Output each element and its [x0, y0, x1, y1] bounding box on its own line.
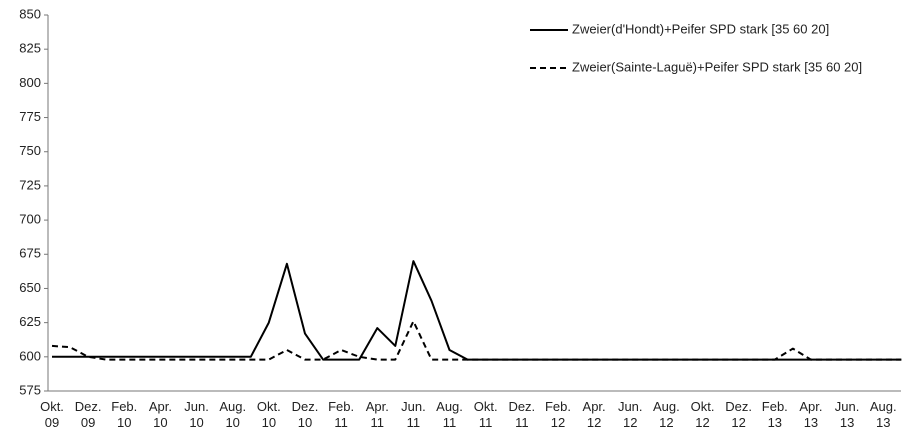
x-tick-label: Feb. 11: [328, 399, 354, 430]
legend-label: Zweier(Sainte-Laguë)+Peifer SPD stark [3…: [572, 59, 862, 74]
y-tick-label: 850: [19, 6, 41, 21]
x-tick-label: Aug. 12: [653, 399, 680, 430]
x-tick-label: Okt. 10: [257, 399, 281, 430]
x-tick-label: Dez. 11: [508, 399, 535, 430]
x-tick-label: Apr. 10: [149, 399, 172, 430]
x-tick-label: Apr. 13: [799, 399, 822, 430]
x-tick-label: Dez. 10: [292, 399, 319, 430]
x-tick-label: Jun. 11: [401, 399, 426, 430]
x-tick-label: Dez. 12: [725, 399, 752, 430]
x-tick-label: Apr. 12: [583, 399, 606, 430]
legend-label: Zweier(d'Hondt)+Peifer SPD stark [35 60 …: [572, 21, 829, 36]
y-tick-label: 725: [19, 177, 41, 192]
x-tick-label: Aug. 10: [219, 399, 246, 430]
x-tick-label: Jun. 13: [835, 399, 860, 430]
y-tick-label: 800: [19, 75, 41, 90]
y-tick-label: 775: [19, 109, 41, 124]
y-tick-label: 625: [19, 314, 41, 329]
x-tick-label: Feb. 10: [111, 399, 137, 430]
x-tick-label: Jun. 12: [618, 399, 643, 430]
y-tick-label: 700: [19, 212, 41, 227]
y-tick-label: 750: [19, 143, 41, 158]
x-tick-label: Okt. 11: [474, 399, 498, 430]
x-tick-label: Apr. 11: [366, 399, 389, 430]
data-line: [51, 320, 902, 361]
data-line: [52, 260, 902, 361]
y-tick-label: 650: [19, 280, 41, 295]
x-tick-label: Jun. 10: [184, 399, 209, 430]
y-tick-label: 675: [19, 246, 41, 261]
x-tick-label: Okt. 09: [40, 399, 64, 430]
y-tick-label: 825: [19, 41, 41, 56]
x-tick-label: Aug. 13: [870, 399, 897, 430]
x-tick-label: Dez. 09: [75, 399, 102, 430]
x-tick-label: Okt. 12: [691, 399, 715, 430]
y-tick-label: 600: [19, 348, 41, 363]
x-tick-label: Feb. 12: [545, 399, 571, 430]
x-tick-label: Aug. 11: [436, 399, 463, 430]
y-tick-label: 575: [19, 382, 41, 397]
x-tick-label: Feb. 13: [762, 399, 788, 430]
